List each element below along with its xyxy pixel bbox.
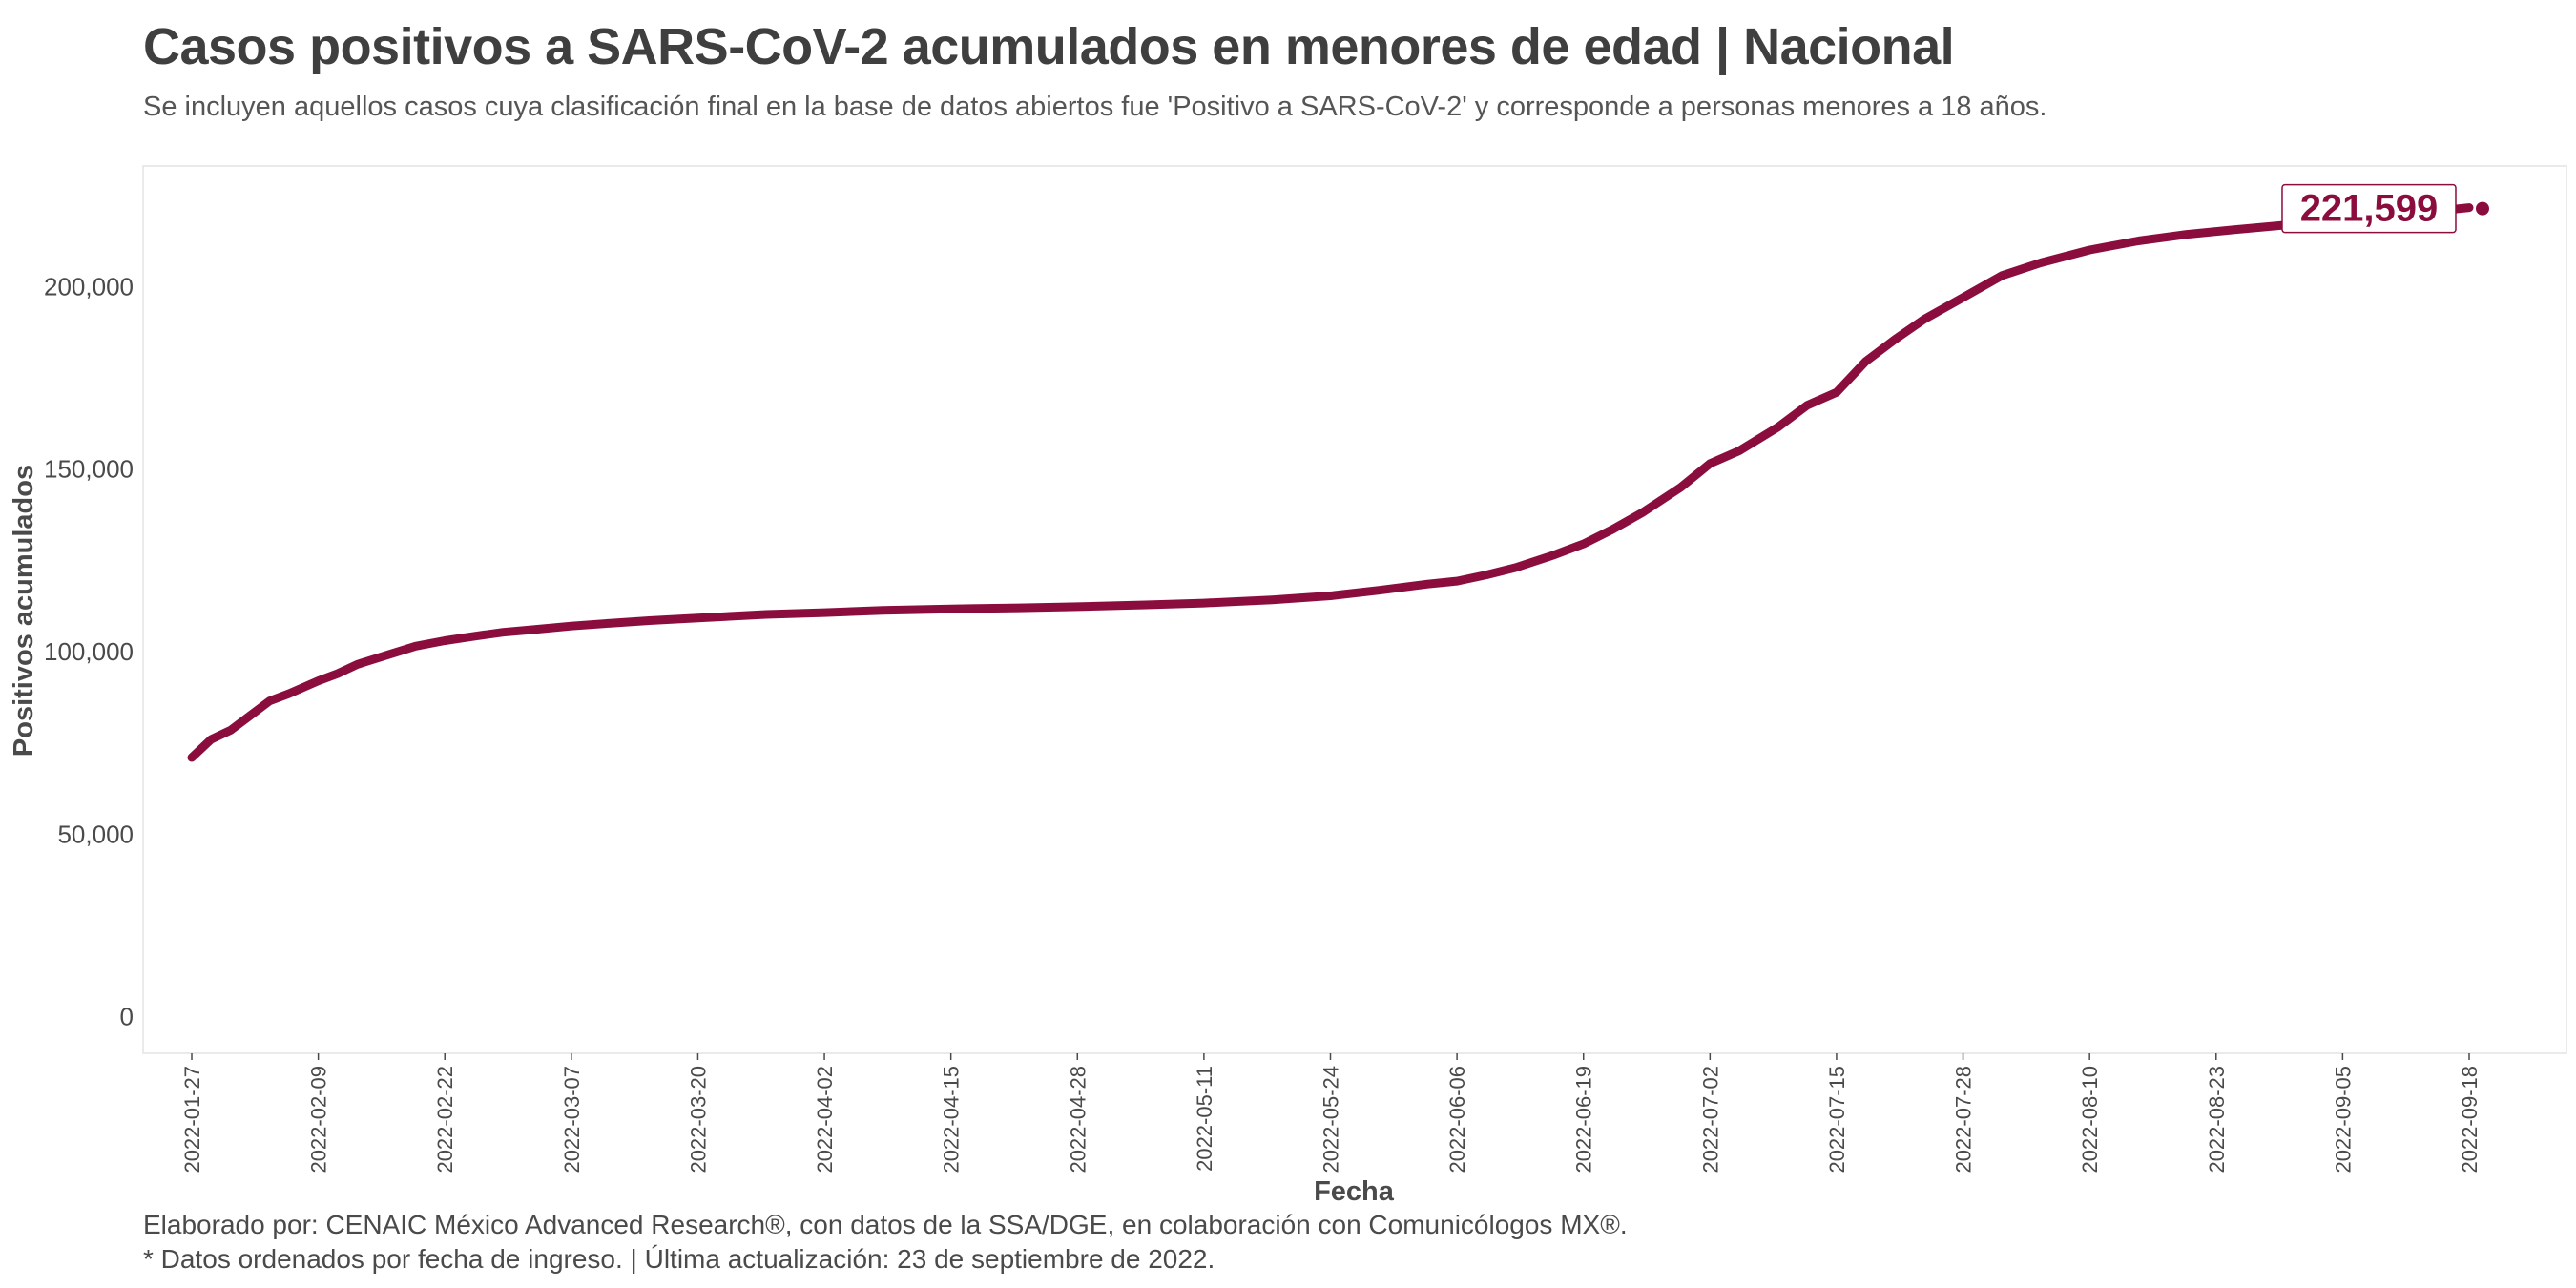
note-caption: * Datos ordenados por fecha de ingreso. … [143, 1244, 1215, 1274]
x-tick-label: 2022-07-15 [1825, 1066, 1849, 1174]
series-end-point [2475, 201, 2489, 216]
x-tick-label: 2022-04-15 [940, 1066, 964, 1174]
x-tick-label: 2022-05-24 [1319, 1066, 1342, 1174]
x-tick-label: 2022-07-28 [1952, 1066, 1976, 1174]
x-tick-label: 2022-02-09 [307, 1066, 331, 1174]
y-axis-title: Positivos acumulados [9, 465, 39, 757]
x-tick-label: 2022-04-02 [813, 1066, 837, 1174]
chart-subtitle: Se incluyen aquellos casos cuya clasific… [143, 92, 2047, 122]
x-tick-label: 2022-04-28 [1066, 1066, 1090, 1174]
x-tick-label: 2022-03-07 [560, 1066, 584, 1174]
x-axis-title: Fecha [1314, 1176, 1395, 1207]
y-tick-label: 50,000 [57, 820, 134, 848]
y-tick-label: 0 [120, 1003, 134, 1031]
y-tick-label: 200,000 [44, 272, 134, 301]
x-tick-label: 2022-03-20 [686, 1066, 710, 1174]
x-tick-label: 2022-02-22 [433, 1066, 457, 1174]
series-layer [187, 201, 2489, 762]
plot-panel [142, 165, 2567, 1054]
x-tick-label: 2022-05-11 [1193, 1066, 1216, 1172]
series-line [187, 203, 2474, 762]
y-tick-label: 150,000 [44, 455, 134, 484]
x-tick-label: 2022-06-19 [1572, 1066, 1596, 1174]
end-label-group: 221,599 [2281, 183, 2457, 234]
end-label-box [2281, 183, 2457, 234]
x-axis: 2022-01-27 2022-02-09 2022-02-22 2022-03-07… [180, 1053, 2482, 1174]
chart-title: Casos positivos a SARS-CoV-2 acumulados … [143, 18, 1955, 75]
y-tick-label: 100,000 [44, 637, 134, 666]
x-tick-label: 2022-09-05 [2331, 1066, 2355, 1174]
x-tick-label: 2022-08-10 [2078, 1066, 2102, 1174]
x-tick-label: 2022-01-27 [180, 1066, 204, 1174]
y-axis: 0 50,000 100,000 150,000 200,000 [44, 272, 134, 1030]
x-tick-label: 2022-06-06 [1445, 1066, 1469, 1174]
end-value-label: 221,599 [2300, 188, 2439, 230]
x-tick-label: 2022-08-23 [2205, 1066, 2229, 1174]
x-tick-label: 2022-07-02 [1698, 1066, 1722, 1174]
x-tick-label: 2022-09-18 [2458, 1066, 2482, 1174]
credit-caption: Elaborado por: CENAIC México Advanced Re… [143, 1210, 1628, 1239]
